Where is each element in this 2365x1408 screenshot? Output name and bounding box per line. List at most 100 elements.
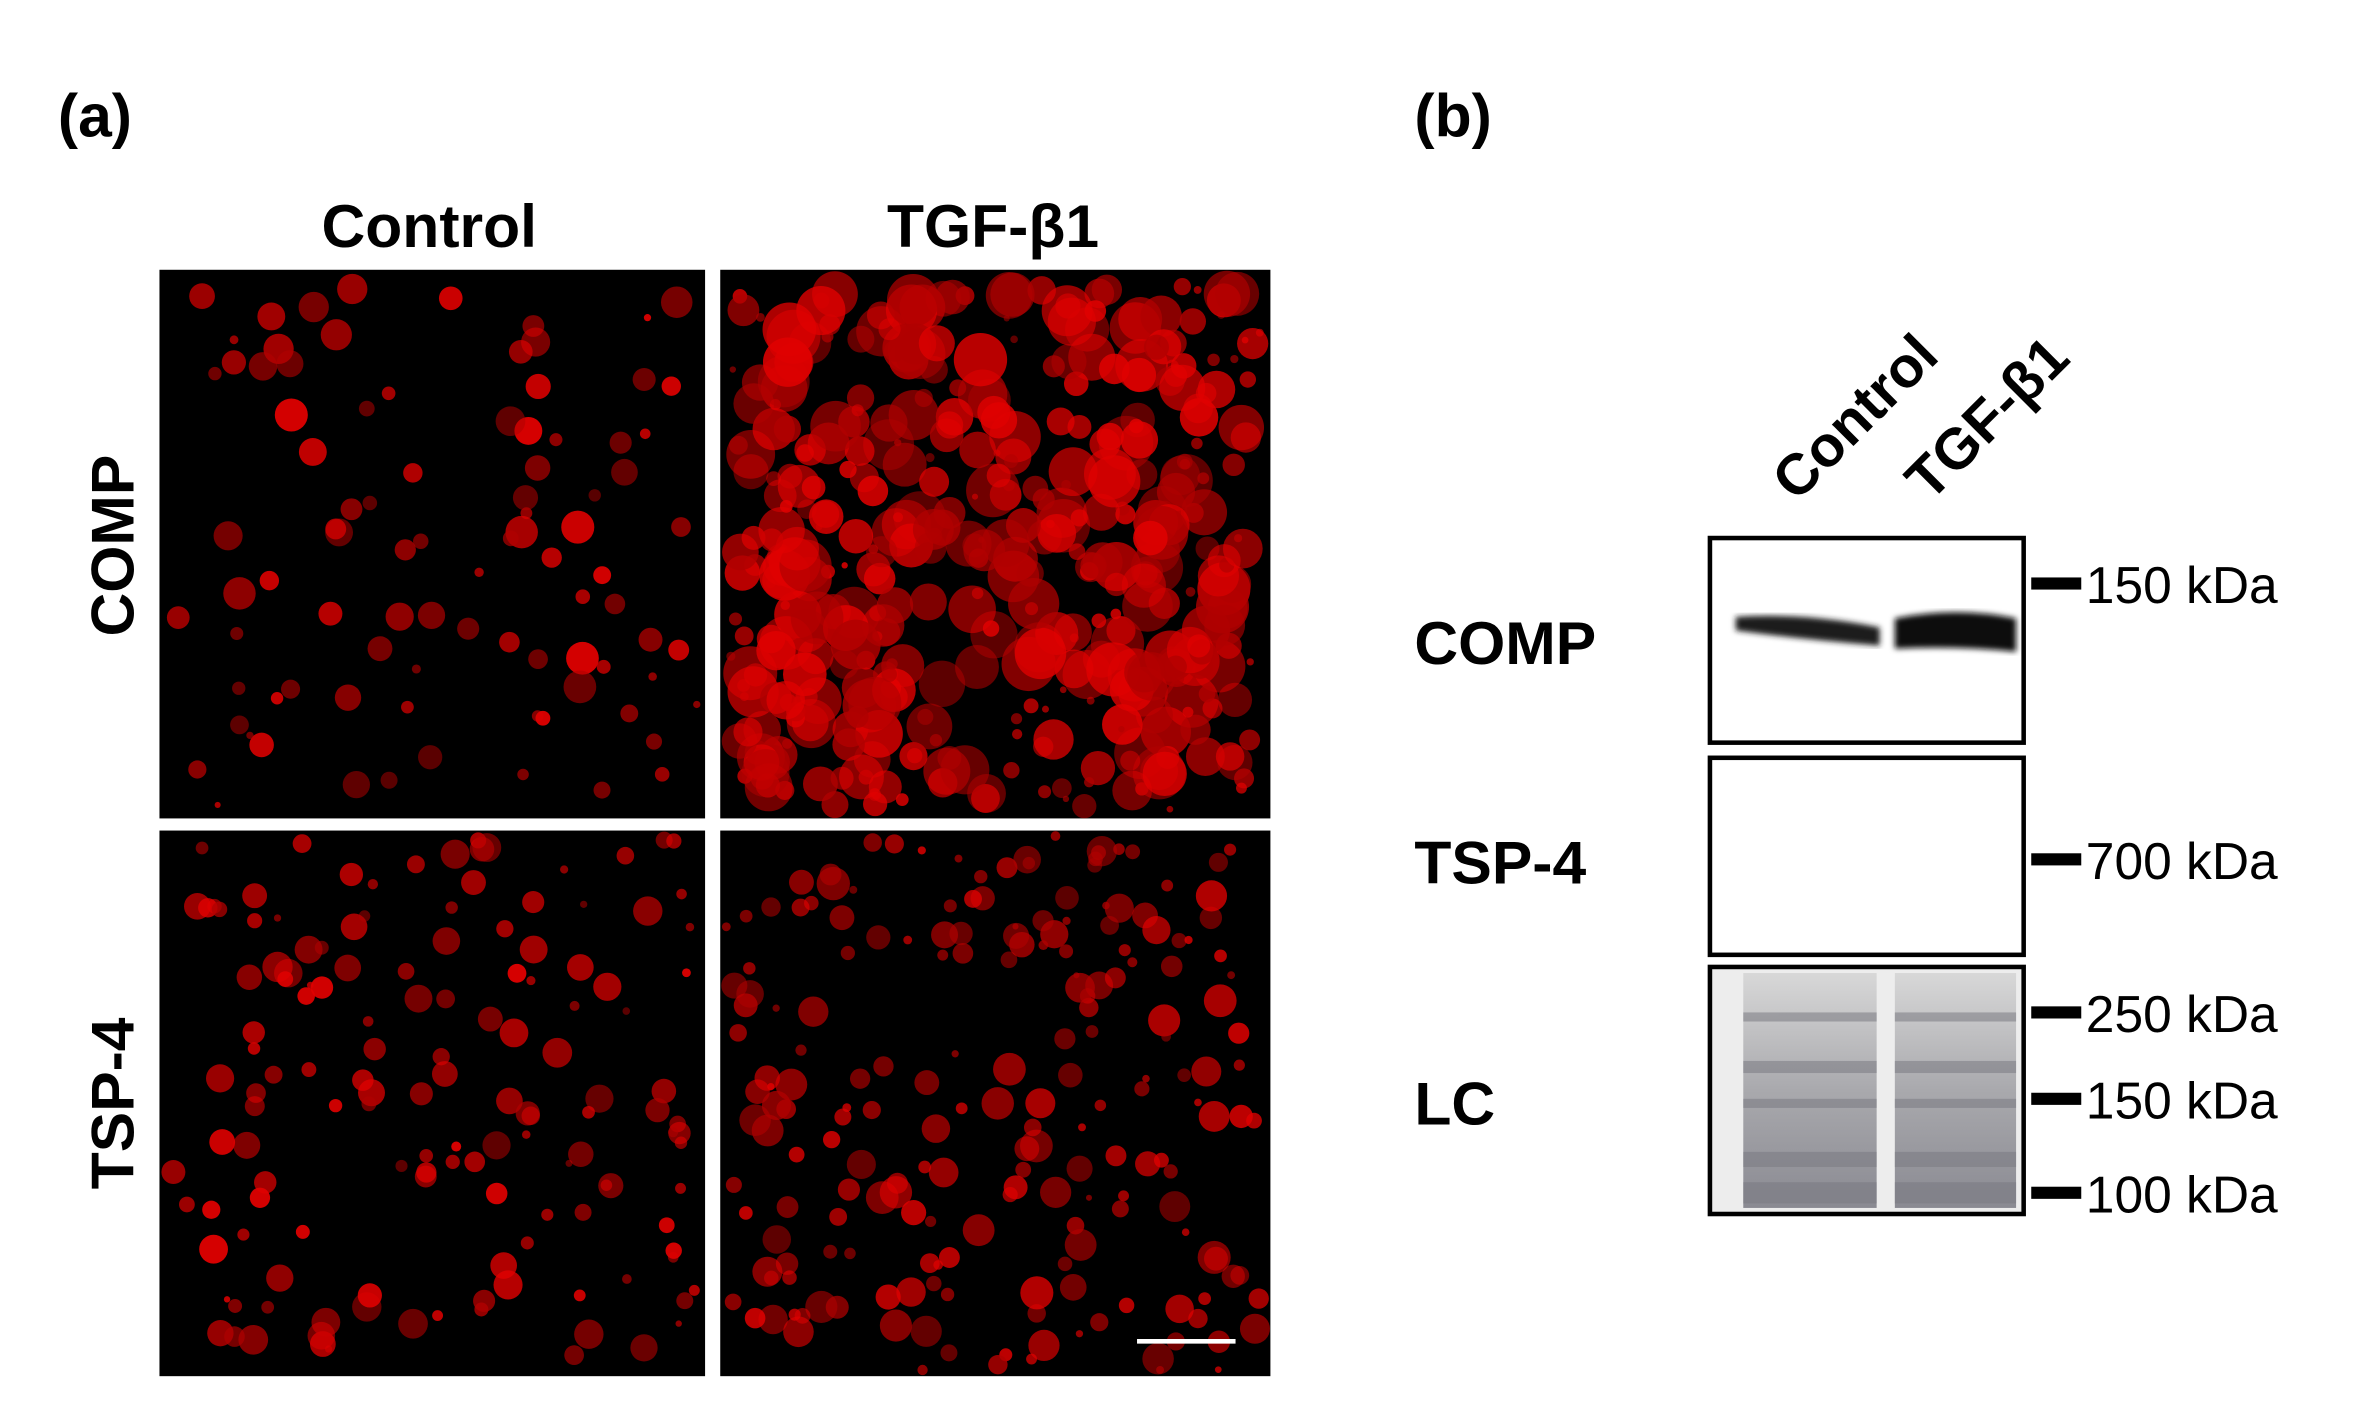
cell (935, 279, 970, 315)
cell (668, 1127, 679, 1138)
cell (668, 639, 690, 661)
cell (924, 1215, 937, 1228)
cell (1170, 353, 1197, 379)
cell (1048, 447, 1098, 497)
cell (563, 670, 597, 704)
cell (1160, 955, 1183, 978)
cell (398, 1308, 428, 1339)
cell (1193, 285, 1202, 294)
cell (834, 1108, 852, 1126)
cell (541, 1208, 554, 1221)
cell (878, 318, 901, 341)
cell (655, 831, 673, 849)
cell (526, 976, 536, 986)
cell (726, 651, 736, 661)
cell (1086, 696, 1095, 705)
cell (758, 506, 805, 554)
cell (886, 1172, 908, 1194)
cell (414, 1165, 437, 1188)
cell (517, 768, 529, 781)
lane (1894, 973, 2017, 1208)
cell (630, 1334, 658, 1362)
cell (281, 679, 301, 699)
cell (604, 593, 626, 615)
cell (1052, 778, 1072, 798)
cell (568, 1141, 594, 1168)
cell (876, 587, 914, 624)
cells (166, 273, 701, 808)
cell (671, 517, 691, 537)
cell (773, 415, 802, 443)
cell (825, 1295, 849, 1319)
cell (189, 283, 215, 310)
cell (1165, 1294, 1194, 1324)
cell (675, 1182, 686, 1194)
cell (1154, 1152, 1169, 1168)
cell (1142, 1342, 1174, 1375)
cell (363, 1037, 386, 1061)
cell (166, 606, 190, 629)
cell (744, 1307, 766, 1329)
cell (1023, 1118, 1042, 1137)
cell (879, 1309, 912, 1342)
cell (522, 891, 545, 914)
cell (906, 703, 953, 750)
cell (1133, 520, 1168, 556)
cell (953, 332, 1008, 387)
cell (863, 833, 882, 852)
cell (328, 1098, 343, 1113)
cell (1142, 1074, 1150, 1083)
cell (358, 400, 375, 417)
cell (921, 1114, 951, 1143)
cell (804, 895, 819, 911)
cell (1134, 1081, 1150, 1097)
cell (1224, 843, 1237, 856)
cell (948, 585, 996, 634)
cell (593, 566, 612, 585)
cell (270, 692, 284, 705)
cell (725, 1176, 742, 1193)
cell (739, 1206, 753, 1220)
cell (1181, 1228, 1190, 1236)
micrograph (720, 830, 1271, 1377)
cell (609, 431, 632, 454)
cell (727, 294, 760, 327)
cell (464, 1151, 486, 1173)
cell (1118, 944, 1131, 957)
cell (1127, 957, 1138, 968)
cell (401, 700, 414, 714)
cell (873, 1056, 894, 1077)
cells (721, 270, 1269, 819)
cell (223, 577, 256, 610)
cell (1148, 1004, 1181, 1037)
cell (758, 1304, 788, 1335)
cell (616, 846, 635, 865)
marker-label: 150 kDa (2086, 1072, 2278, 1130)
cell (1062, 916, 1071, 925)
cell (1061, 479, 1071, 490)
cell (1004, 454, 1019, 469)
cell (937, 745, 962, 770)
cell (246, 1083, 266, 1103)
cell (685, 922, 695, 932)
cell (645, 733, 663, 750)
cell (1246, 1112, 1262, 1129)
cell (896, 1277, 926, 1307)
cells (161, 831, 700, 1365)
cell (838, 518, 874, 554)
cell (507, 963, 527, 983)
cell (574, 1319, 604, 1349)
cell (808, 499, 844, 534)
cell (314, 940, 329, 955)
cell (1083, 777, 1095, 788)
cell (798, 996, 829, 1027)
cell (259, 570, 280, 591)
cell (362, 1016, 374, 1027)
cell (1215, 271, 1260, 316)
cell (1110, 608, 1122, 620)
cell (766, 680, 805, 720)
column-label: Control (322, 192, 537, 260)
cell (419, 1148, 434, 1163)
cell (575, 589, 591, 604)
